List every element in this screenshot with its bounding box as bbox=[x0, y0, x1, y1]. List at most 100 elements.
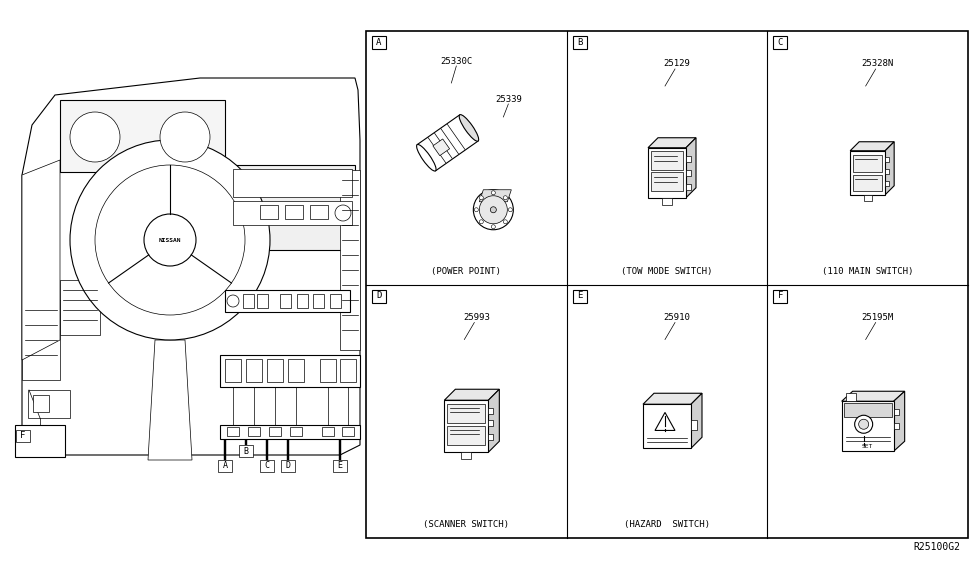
Circle shape bbox=[160, 112, 210, 162]
Text: (POWER POINT): (POWER POINT) bbox=[431, 267, 501, 276]
Text: 25328N: 25328N bbox=[862, 59, 894, 68]
Bar bbox=[297, 294, 308, 308]
Ellipse shape bbox=[416, 144, 436, 171]
Bar bbox=[245, 439, 247, 445]
Bar bbox=[773, 289, 788, 302]
Text: B: B bbox=[244, 447, 249, 456]
Text: R25100G2: R25100G2 bbox=[913, 542, 960, 552]
Text: SET: SET bbox=[862, 444, 874, 449]
Bar bbox=[488, 434, 493, 440]
Bar bbox=[313, 294, 324, 308]
Circle shape bbox=[474, 208, 479, 212]
Bar bbox=[894, 423, 899, 429]
Bar bbox=[230, 165, 355, 250]
Circle shape bbox=[335, 205, 351, 221]
Circle shape bbox=[70, 112, 120, 162]
Text: 25129: 25129 bbox=[664, 59, 690, 68]
Bar bbox=[310, 205, 328, 219]
Bar bbox=[246, 359, 262, 382]
Bar bbox=[233, 169, 352, 197]
Circle shape bbox=[70, 140, 270, 340]
Bar bbox=[233, 201, 352, 225]
Polygon shape bbox=[148, 340, 192, 460]
Bar bbox=[843, 403, 892, 417]
Bar bbox=[288, 359, 304, 382]
Bar bbox=[885, 157, 889, 162]
Text: C: C bbox=[264, 461, 269, 470]
Polygon shape bbox=[850, 142, 894, 151]
Bar bbox=[885, 169, 889, 174]
Ellipse shape bbox=[459, 115, 479, 142]
Bar bbox=[686, 156, 691, 162]
Text: C: C bbox=[778, 38, 783, 47]
Bar bbox=[342, 427, 354, 436]
Polygon shape bbox=[648, 138, 696, 148]
Bar bbox=[28, 390, 70, 418]
Bar bbox=[651, 171, 683, 191]
Bar bbox=[372, 36, 386, 49]
Text: 25195M: 25195M bbox=[862, 313, 894, 322]
Circle shape bbox=[855, 415, 873, 433]
Bar bbox=[287, 439, 289, 460]
Bar bbox=[248, 427, 260, 436]
Bar bbox=[340, 359, 356, 382]
Text: 25993: 25993 bbox=[463, 313, 489, 322]
Bar bbox=[366, 31, 968, 538]
Bar bbox=[461, 452, 471, 459]
Bar bbox=[340, 170, 360, 350]
Polygon shape bbox=[643, 393, 702, 404]
Bar bbox=[845, 393, 856, 401]
Bar bbox=[290, 427, 302, 436]
Bar bbox=[227, 427, 239, 436]
Polygon shape bbox=[841, 391, 905, 401]
Bar bbox=[224, 439, 226, 460]
Bar bbox=[257, 294, 268, 308]
Bar bbox=[662, 198, 672, 205]
Text: A: A bbox=[376, 38, 381, 47]
Bar bbox=[643, 404, 691, 448]
Bar bbox=[16, 430, 30, 442]
Text: (TOW MODE SWITCH): (TOW MODE SWITCH) bbox=[621, 267, 713, 276]
Text: D: D bbox=[376, 291, 381, 301]
Bar bbox=[448, 426, 486, 445]
Circle shape bbox=[473, 190, 513, 230]
Bar bbox=[853, 175, 882, 191]
Bar bbox=[651, 151, 683, 170]
Bar bbox=[280, 294, 291, 308]
Text: NISSAN: NISSAN bbox=[159, 238, 181, 242]
Polygon shape bbox=[22, 160, 60, 360]
Bar bbox=[225, 290, 350, 312]
Bar bbox=[773, 36, 788, 49]
Bar bbox=[372, 289, 386, 302]
Text: E: E bbox=[577, 291, 582, 301]
Polygon shape bbox=[885, 142, 894, 195]
Polygon shape bbox=[433, 139, 449, 156]
Circle shape bbox=[508, 208, 512, 212]
Bar bbox=[33, 395, 49, 412]
Polygon shape bbox=[480, 190, 511, 201]
Bar bbox=[572, 289, 587, 302]
Bar bbox=[686, 170, 691, 176]
Bar bbox=[339, 439, 341, 460]
Bar bbox=[220, 355, 360, 387]
Polygon shape bbox=[417, 115, 478, 171]
Bar bbox=[60, 100, 225, 172]
Circle shape bbox=[480, 196, 507, 224]
Bar bbox=[333, 460, 347, 472]
Circle shape bbox=[503, 220, 507, 224]
Text: 25339: 25339 bbox=[495, 95, 522, 104]
Bar bbox=[243, 294, 254, 308]
Bar bbox=[218, 460, 232, 472]
Bar bbox=[445, 400, 488, 452]
Bar bbox=[267, 359, 283, 382]
Polygon shape bbox=[686, 138, 696, 198]
Text: F: F bbox=[778, 291, 783, 301]
Bar bbox=[225, 359, 241, 382]
Bar bbox=[686, 184, 691, 190]
Text: D: D bbox=[286, 461, 291, 470]
Bar bbox=[853, 155, 882, 173]
Circle shape bbox=[480, 220, 484, 224]
Circle shape bbox=[491, 191, 495, 195]
Bar bbox=[572, 36, 587, 49]
Text: (SCANNER SWITCH): (SCANNER SWITCH) bbox=[423, 521, 509, 530]
